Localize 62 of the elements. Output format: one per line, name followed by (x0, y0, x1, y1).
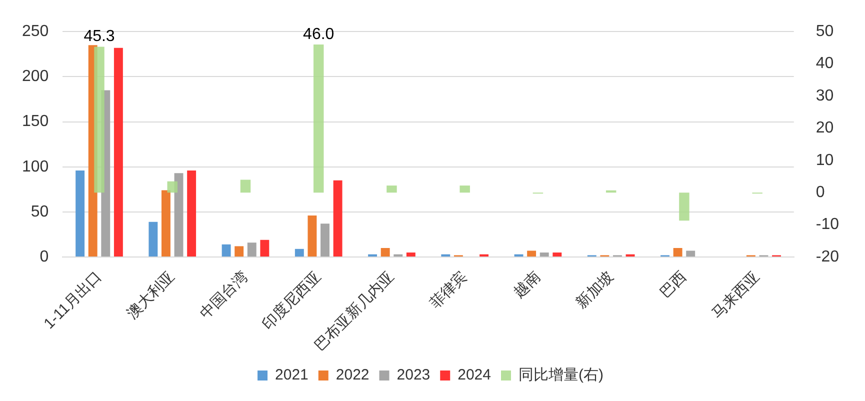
bar (174, 173, 184, 257)
bar (386, 186, 397, 193)
x-tick-label: 中国台湾 (196, 268, 252, 323)
legend-label: 同比增量(右) (518, 366, 604, 384)
bar (313, 44, 324, 193)
x-tick-label: 印度尼西亚 (259, 268, 324, 334)
bar (380, 248, 390, 257)
legend-label: 2023 (396, 366, 430, 384)
y2-tick-label: 40 (816, 55, 834, 72)
y-tick-label: 100 (22, 158, 49, 176)
bar (161, 190, 170, 257)
bar (247, 242, 256, 257)
bar (333, 180, 342, 257)
x-tick-label: 1-11月出口 (40, 268, 106, 332)
bar (260, 240, 270, 257)
bar (240, 180, 251, 193)
data-label: 46.0 (303, 26, 334, 43)
x-tick-label: 澳大利亚 (124, 268, 178, 323)
bar (540, 252, 549, 257)
y2-tick-label: -10 (816, 216, 840, 234)
y2-tick-label: 20 (816, 120, 834, 137)
bar (148, 222, 158, 257)
bar (222, 244, 231, 257)
bar (294, 248, 304, 257)
y-tick-label: 200 (22, 68, 49, 86)
legend-label: 2024 (458, 366, 491, 384)
bar (114, 48, 123, 257)
y2-tick-label: 50 (816, 23, 834, 40)
bar (679, 192, 690, 221)
bar (320, 224, 330, 257)
bar (460, 186, 470, 193)
y-tick-label: 250 (22, 23, 49, 40)
bar (394, 254, 403, 257)
y-tick-label: 0 (40, 248, 49, 266)
y2-tick-label: 10 (816, 152, 834, 169)
y-tick-label: 150 (22, 113, 49, 130)
bar (552, 252, 562, 257)
bar (308, 216, 317, 257)
bar (673, 248, 682, 257)
bar (368, 254, 378, 257)
legend-label: 2021 (275, 366, 308, 384)
x-tick-label: 越南 (510, 268, 544, 302)
bar (187, 170, 196, 257)
bar (167, 181, 178, 193)
y-tick-label: 50 (30, 203, 49, 220)
bar (234, 246, 244, 257)
x-tick-label: 巴西 (656, 268, 690, 302)
bar (406, 252, 416, 257)
x-tick-label: 菲律宾 (426, 268, 471, 312)
x-tick-label: 马来西亚 (708, 268, 764, 323)
y2-tick-label: 0 (816, 184, 825, 202)
legend-label: 2022 (336, 366, 370, 384)
bar (441, 254, 450, 257)
y2-tick-label: 30 (816, 87, 834, 104)
bar (527, 250, 536, 257)
data-label: 45.3 (84, 28, 115, 46)
y2-tick-label: -20 (816, 248, 840, 266)
x-tick-label: 新加坡 (572, 268, 617, 312)
bar (76, 170, 85, 257)
bar (686, 250, 696, 257)
bar (626, 254, 635, 257)
bar (480, 254, 489, 257)
